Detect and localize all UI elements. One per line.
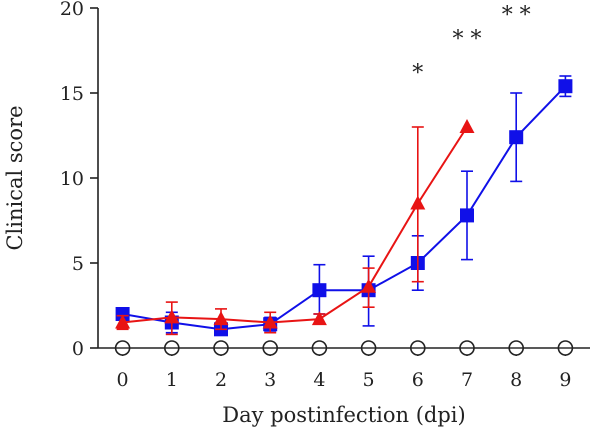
y-tick-label: 0 — [72, 338, 84, 360]
x-tick-label: 6 — [412, 369, 424, 391]
x-axis-title: Day postinfection (dpi) — [222, 403, 465, 427]
x-tick-label: 0 — [117, 369, 129, 391]
series-triangle — [115, 119, 475, 336]
y-axis-title: Clinical score — [3, 105, 27, 250]
axes: 0 5 10 15 20 0 1 2 3 4 5 6 7 8 9 — [60, 0, 590, 391]
square-marker — [558, 79, 573, 94]
y-tick-label: 10 — [60, 168, 84, 190]
triangle-marker — [115, 314, 131, 329]
x-tick-label: 2 — [215, 369, 227, 391]
square-marker — [509, 130, 524, 145]
series-square — [115, 75, 573, 337]
y-tick-label: 5 — [72, 253, 84, 275]
square-marker — [115, 307, 130, 321]
y-tick-label: 20 — [60, 0, 84, 20]
y-tick-label: 15 — [60, 83, 84, 105]
x-tick-label: 7 — [461, 369, 473, 391]
significance-marker: * * — [502, 3, 531, 28]
series-line — [122, 85, 567, 331]
series-open-circle — [114, 340, 574, 356]
x-tick-label: 5 — [363, 369, 375, 391]
annotation-layer: * * * * * — [412, 3, 530, 86]
x-tick-label: 1 — [166, 369, 178, 391]
significance-marker: * * — [453, 27, 482, 52]
x-tick-label: 8 — [510, 369, 522, 391]
triangle-marker — [164, 309, 180, 324]
x-tick-label: 9 — [559, 369, 571, 391]
triangle-marker — [459, 119, 475, 133]
triangle-marker — [262, 314, 278, 329]
triangle-marker — [361, 278, 377, 293]
square-marker — [460, 208, 474, 223]
square-marker — [312, 283, 327, 298]
x-tick-label: 3 — [264, 369, 276, 391]
series-layer — [114, 75, 574, 356]
significance-marker: * — [412, 61, 423, 86]
triangle-marker — [213, 311, 229, 326]
series-line — [122, 126, 468, 324]
triangle-marker — [311, 311, 327, 326]
x-tick-label: 4 — [313, 369, 325, 391]
triangle-marker — [410, 195, 426, 210]
